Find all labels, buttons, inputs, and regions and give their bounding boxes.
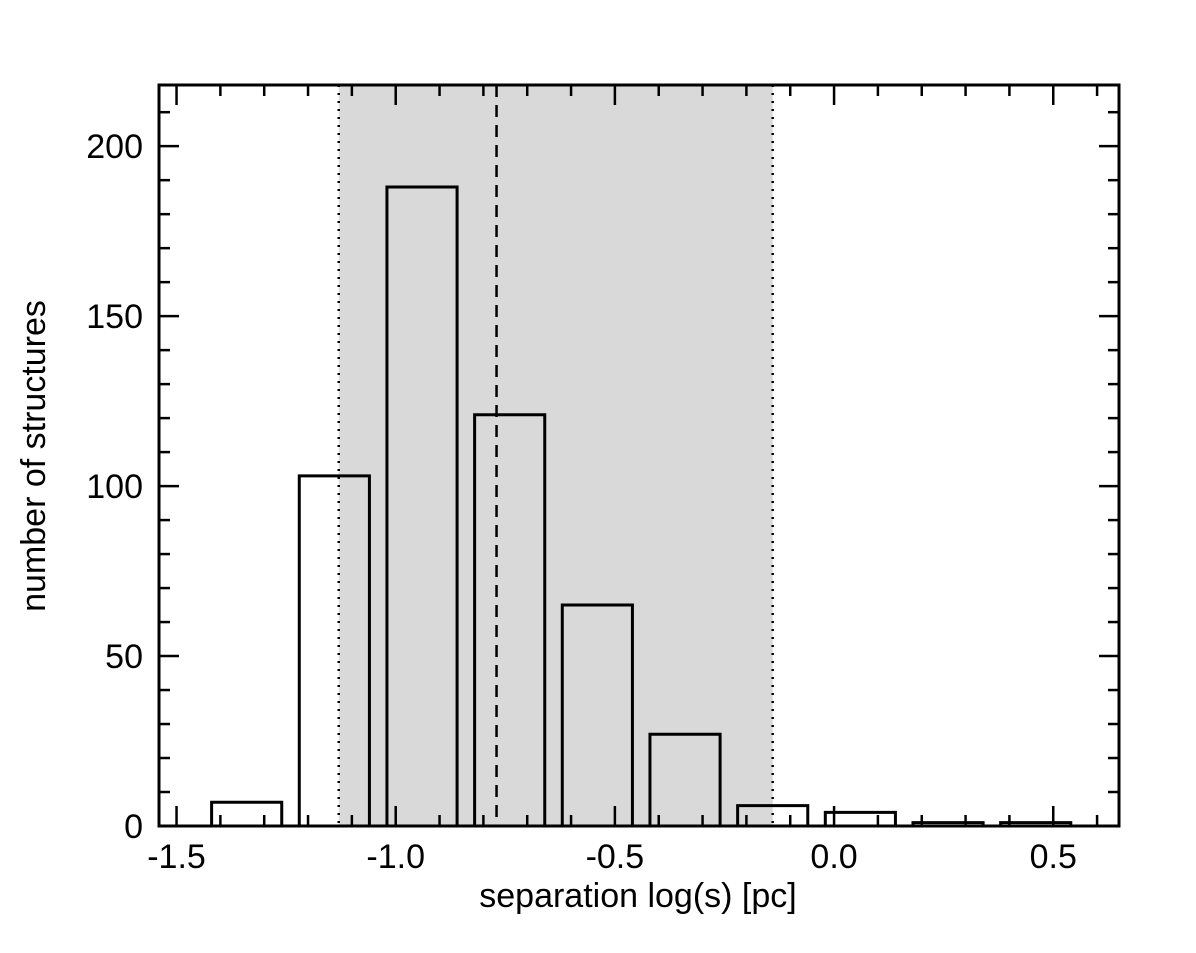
y-tick-label: 100 [86,468,143,506]
x-tick-label: -1.5 [147,838,206,876]
x-tick-label: 0.0 [810,838,857,876]
x-tick-label: -1.0 [366,838,425,876]
histogram-bar-9 [911,821,985,826]
histogram-bar-1 [210,800,284,826]
x-tick-label: 0.5 [1030,838,1077,876]
histogram-bar-5 [560,603,634,826]
reference-lines-layer [337,85,774,826]
x-tick-label: -0.5 [586,838,645,876]
y-tick-label: 0 [124,808,143,846]
shaded-range [338,85,773,826]
bars-layer [210,185,1073,826]
histogram-bar-8 [823,810,897,826]
histogram-bar-10 [999,821,1073,826]
histogram-bar-2 [297,474,371,826]
axes-layer [157,83,1121,828]
y-tick-label: 150 [86,298,143,336]
y-tick-label: 200 [86,128,143,166]
histogram-bar-4 [473,413,547,826]
x-axis-title: separation log(s) [pc] [479,877,797,915]
histogram-bar-3 [385,185,459,826]
tick-labels-layer: -1.5 -1.0 -0.5 0.0 0.5 0 50 100 150 200 [86,128,1077,876]
y-tick-label: 50 [105,638,143,676]
shaded-range-layer [338,85,773,826]
histogram-bar-6 [648,732,722,826]
y-axis-title: number of structures [15,300,53,612]
plot-frame [157,83,1121,828]
